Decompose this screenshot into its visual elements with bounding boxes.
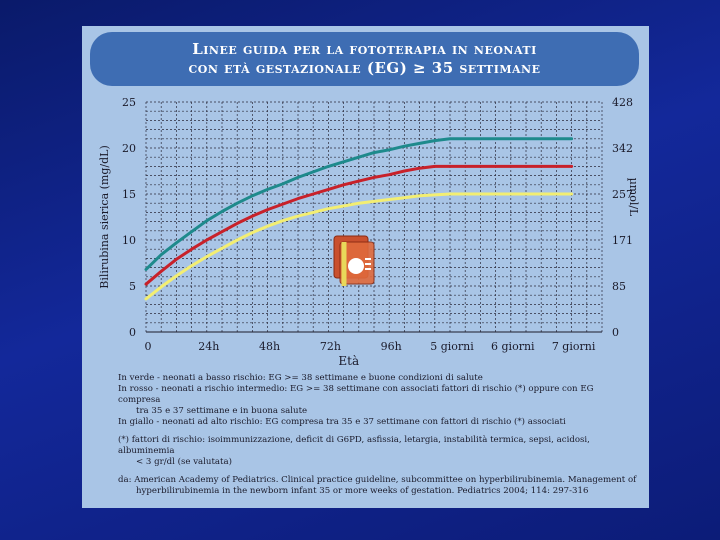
x-tick-label: 96h xyxy=(381,340,402,353)
y-axis-label-right: µmol/L xyxy=(627,178,640,217)
y-tick-label-left: 10 xyxy=(122,234,136,247)
note-source-2: hyperbilirubinemia in the newborn infant… xyxy=(136,486,589,496)
x-axis-label: Età xyxy=(338,354,359,368)
chart-labels: 0 5 10 15 20 25 0 85 171 257 342 428 0 24h 48h 72h 96h 5 … xyxy=(98,96,640,368)
x-tick-label: 5 giorni xyxy=(430,340,474,353)
y-tick-label-right: 85 xyxy=(612,280,626,293)
y-tick-label-right: 171 xyxy=(612,234,633,247)
bilirubin-chart: 0 5 10 15 20 25 0 85 171 257 342 428 0 24h 48h 72h 96h 5 … xyxy=(98,96,640,368)
x-tick-label: 0 xyxy=(145,340,152,353)
y-tick-label-left: 20 xyxy=(122,142,136,155)
powerpoint-icon xyxy=(333,235,375,286)
note-red-2: tra 35 e 37 settimane e in buona salute xyxy=(136,406,308,416)
y-tick-label-right: 428 xyxy=(612,96,633,109)
y-tick-label-left: 15 xyxy=(122,188,136,201)
chart-series xyxy=(144,137,574,301)
y-axis-label-left: Bilirubina sierica (mg/dL) xyxy=(98,145,111,288)
title-line-1: Linee guida per la fototerapia in neonat… xyxy=(192,40,537,58)
note-risk-1: (*) fattori di rischio: isoimmunizzazion… xyxy=(118,435,590,456)
x-tick-label: 72h xyxy=(320,340,341,353)
y-tick-label-left: 25 xyxy=(122,96,136,109)
x-tick-label: 6 giorni xyxy=(491,340,535,353)
title-banner: Linee guida per la fototerapia in neonat… xyxy=(90,32,639,86)
x-tick-label: 24h xyxy=(198,340,219,353)
y-tick-label-right: 0 xyxy=(612,326,619,339)
medium-risk-line xyxy=(144,164,574,286)
low-risk-line xyxy=(144,137,574,271)
chart-panel: Linee guida per la fototerapia in neonat… xyxy=(82,26,649,508)
note-red-1: In rosso - neonati a rischio intermedio:… xyxy=(118,384,594,405)
legend-notes: In verde - neonati a basso rischio: EG >… xyxy=(118,373,638,497)
y-tick-label-left: 5 xyxy=(129,280,136,293)
high-risk-line xyxy=(144,192,574,301)
note-green: In verde - neonati a basso rischio: EG >… xyxy=(118,373,483,383)
x-tick-label: 7 giorni xyxy=(552,340,596,353)
y-tick-label-right: 342 xyxy=(612,142,633,155)
note-yellow: In giallo - neonati ad alto rischio: EG … xyxy=(118,417,566,427)
note-source-1: da: American Academy of Pediatrics. Clin… xyxy=(118,475,637,485)
note-risk-2: < 3 gr/dl (se valutata) xyxy=(136,457,232,467)
y-tick-label-right: 257 xyxy=(612,188,633,201)
title-line-2: con età gestazionale (EG) ≥ 35 settimane xyxy=(188,59,541,77)
y-tick-label-left: 0 xyxy=(129,326,136,339)
x-tick-label: 48h xyxy=(259,340,280,353)
